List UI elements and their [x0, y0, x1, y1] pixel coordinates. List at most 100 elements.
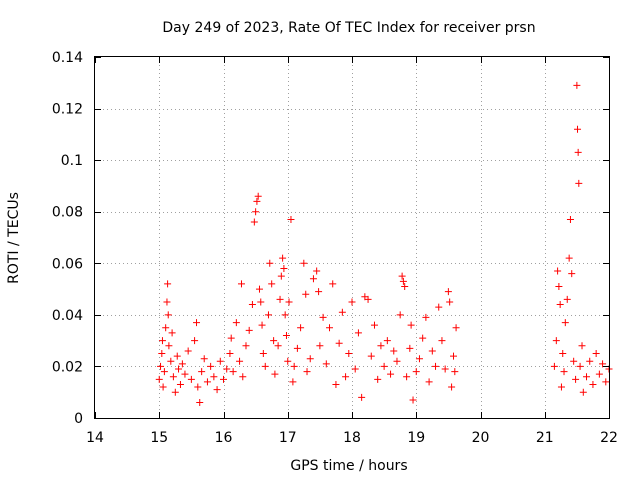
- data-point: [419, 334, 427, 342]
- data-point: [316, 342, 324, 350]
- y-axis-tick-labels: 0 0.02 0.04 0.06 0.08 0.1 0.12 0.14: [52, 50, 83, 427]
- y-tick-label: 0.08: [52, 205, 83, 221]
- data-point: [568, 270, 576, 278]
- data-point: [175, 365, 183, 373]
- data-point: [319, 313, 327, 321]
- data-points: [155, 81, 613, 407]
- data-point: [178, 360, 186, 368]
- data-point: [348, 298, 356, 306]
- data-point: [555, 282, 563, 290]
- data-point: [326, 324, 334, 332]
- data-point: [422, 313, 430, 321]
- data-point: [287, 215, 295, 223]
- data-point: [248, 301, 256, 309]
- data-point: [216, 357, 224, 365]
- data-point: [374, 375, 382, 383]
- data-point: [258, 321, 266, 329]
- y-tick-label: 0.12: [52, 102, 83, 118]
- axis-ticks: [95, 57, 610, 419]
- data-point: [425, 378, 433, 386]
- data-point: [226, 350, 234, 358]
- data-point: [253, 197, 261, 205]
- data-point: [574, 148, 582, 156]
- data-point: [159, 383, 167, 391]
- data-point: [169, 373, 177, 381]
- plot-frame: [94, 56, 610, 419]
- data-point: [227, 334, 235, 342]
- data-point: [250, 218, 258, 226]
- data-point: [184, 347, 192, 355]
- data-point: [407, 321, 415, 329]
- y-axis-label: ROTI / TECUs: [6, 192, 22, 284]
- data-point: [313, 267, 321, 275]
- data-point: [282, 331, 290, 339]
- data-point: [270, 337, 278, 345]
- data-point: [162, 324, 170, 332]
- data-point: [274, 342, 282, 350]
- y-tick-label: 0.06: [52, 256, 83, 272]
- data-point: [242, 342, 250, 350]
- data-point: [279, 254, 287, 262]
- x-tick-label: 16: [215, 430, 233, 446]
- data-point: [332, 380, 340, 388]
- data-point: [259, 350, 267, 358]
- data-point: [257, 298, 265, 306]
- data-point: [574, 125, 582, 133]
- data-point: [290, 362, 298, 370]
- data-point: [450, 352, 458, 360]
- data-point: [203, 378, 211, 386]
- data-point: [552, 337, 560, 345]
- data-point: [277, 272, 285, 280]
- data-point: [595, 370, 603, 378]
- data-point: [303, 368, 311, 376]
- data-point: [399, 277, 407, 285]
- data-point: [575, 179, 583, 187]
- x-tick-label: 18: [343, 430, 361, 446]
- data-point: [589, 380, 597, 388]
- data-point: [187, 375, 195, 383]
- x-tick-label: 14: [86, 430, 104, 446]
- x-tick-label: 22: [600, 430, 618, 446]
- data-point: [220, 375, 227, 383]
- data-point: [300, 259, 308, 267]
- data-point: [223, 365, 231, 373]
- data-point: [602, 378, 610, 386]
- x-tick-label: 15: [150, 430, 168, 446]
- data-point: [452, 324, 460, 332]
- x-tick-label: 17: [279, 430, 297, 446]
- data-point: [448, 383, 456, 391]
- data-point: [302, 290, 310, 298]
- data-point: [351, 365, 359, 373]
- data-point: [592, 350, 600, 358]
- data-point: [293, 344, 301, 352]
- data-point: [171, 388, 179, 396]
- data-point: [164, 311, 172, 319]
- data-point: [239, 373, 247, 381]
- data-point: [167, 357, 175, 365]
- data-point: [281, 311, 289, 319]
- data-point: [196, 399, 204, 407]
- x-axis-tick-labels: 14 15 16 17 18 19 20 21 22: [86, 430, 618, 446]
- data-point: [554, 267, 562, 275]
- data-point: [406, 344, 414, 352]
- y-tick-label: 0.02: [52, 359, 83, 375]
- data-point: [261, 362, 269, 370]
- data-point: [289, 378, 297, 386]
- data-point: [432, 362, 440, 370]
- data-point: [254, 192, 262, 200]
- data-point: [579, 388, 587, 396]
- data-point: [266, 259, 274, 267]
- data-point: [586, 357, 594, 365]
- data-point: [446, 298, 454, 306]
- data-point: [345, 350, 353, 358]
- data-point: [412, 368, 420, 376]
- data-point: [415, 355, 423, 363]
- data-point: [560, 368, 568, 376]
- y-tick-label: 0: [74, 411, 83, 427]
- data-point: [157, 362, 165, 370]
- data-point: [441, 365, 449, 373]
- data-point: [207, 362, 215, 370]
- data-point: [280, 264, 288, 272]
- data-point: [329, 280, 337, 288]
- data-point: [173, 352, 181, 360]
